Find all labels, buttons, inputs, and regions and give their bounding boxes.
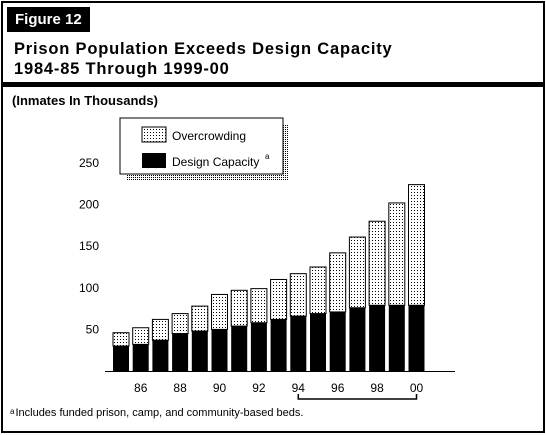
- overcrowding-bar-87: [151, 318, 169, 341]
- chart-legend: Overcrowding Design Capacity a: [119, 117, 289, 180]
- title-divider: [3, 82, 543, 87]
- design-capacity-bar-00: [408, 305, 425, 371]
- design-capacity-bar-86: [132, 344, 149, 371]
- footnote: aIncludes funded prison, camp, and commu…: [10, 407, 303, 419]
- overcrowding-bar-85: [112, 332, 130, 347]
- x-tick-label: 90: [213, 381, 227, 395]
- projected-bracket: [297, 394, 418, 400]
- x-tick-label: 98: [370, 381, 384, 395]
- overcrowding-bar-96: [329, 252, 347, 313]
- overcrowding-bar-88: [171, 313, 189, 335]
- design-capacity-bar-85: [113, 346, 129, 371]
- overcrowding-bar-94: [289, 273, 307, 317]
- footnote-marker: a: [10, 407, 15, 416]
- design-capacity-bar-96: [329, 311, 346, 371]
- legend-design-capacity-label: Design Capacity: [172, 155, 259, 169]
- y-tick-label: 150: [79, 239, 99, 253]
- y-tick-label: 50: [86, 322, 100, 336]
- design-capacity-bar-92: [250, 322, 267, 371]
- chart-subtitle: 1984-85 Through 1999-00: [14, 60, 230, 78]
- x-tick-label: 88: [173, 381, 187, 395]
- overcrowding-bar-90: [211, 293, 228, 330]
- x-tick-label: 92: [252, 381, 266, 395]
- overcrowding-bar-89: [191, 305, 209, 332]
- design-capacity-bar-94: [290, 316, 307, 371]
- legend-design-capacity-swatch: [142, 153, 166, 168]
- figure-label: Figure 12: [7, 7, 90, 32]
- overcrowding-bar-97: [348, 236, 366, 309]
- x-tick-label: 00: [410, 381, 424, 395]
- overcrowding-bar-86: [132, 327, 150, 345]
- design-capacity-bar-91: [231, 326, 248, 371]
- design-capacity-bar-89: [191, 331, 208, 371]
- x-tick-label: 86: [134, 381, 148, 395]
- x-tick-label: 96: [331, 381, 345, 395]
- overcrowding-bar-95: [309, 266, 327, 315]
- overcrowding-bar-98: [368, 220, 386, 306]
- x-tick-label: 94: [292, 381, 306, 395]
- units-label: (Inmates In Thousands): [12, 93, 158, 108]
- legend-footnote-marker: a: [265, 152, 270, 161]
- overcrowding-bar-99: [388, 202, 406, 306]
- design-capacity-bar-98: [369, 305, 386, 371]
- design-capacity-bar-88: [172, 333, 189, 371]
- legend-overcrowding-label: Overcrowding: [172, 129, 246, 143]
- design-capacity-bar-90: [211, 329, 228, 371]
- chart-title: Prison Population Exceeds Design Capacit…: [14, 40, 393, 58]
- design-capacity-bar-97: [349, 307, 366, 371]
- plot-area: 501001502002508688909294969800Projected: [79, 156, 455, 400]
- bar-chart: Overcrowding Design Capacity a 50 100 150 2…: [79, 117, 455, 400]
- design-capacity-bar-99: [388, 305, 405, 371]
- overcrowding-bar-92: [250, 288, 268, 324]
- overcrowding-bar-91: [230, 289, 248, 327]
- y-tick-label: 100: [79, 281, 99, 295]
- design-capacity-bar-93: [270, 319, 287, 371]
- y-tick-label: 250: [79, 156, 99, 170]
- footnote-text: Includes funded prison, camp, and commun…: [15, 407, 304, 419]
- y-tick-label: 200: [79, 198, 99, 212]
- design-capacity-bar-87: [152, 340, 169, 371]
- design-capacity-bar-95: [310, 313, 326, 371]
- legend-overcrowding-swatch: [141, 126, 167, 143]
- overcrowding-bar-93: [270, 278, 288, 320]
- overcrowding-bar-00: [408, 184, 425, 306]
